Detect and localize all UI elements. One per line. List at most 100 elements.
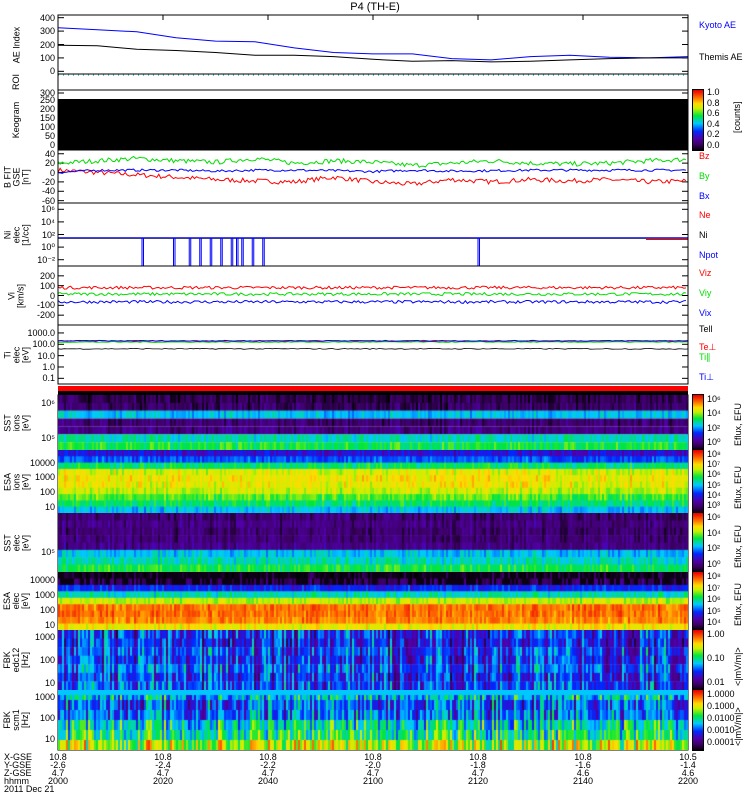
legend-Bx: Bx — [699, 191, 710, 201]
dropout-Npot — [236, 237, 239, 267]
colorbar-tick-fbk_scm1: 0.0100 — [707, 713, 735, 723]
y-tick-label: 100 — [39, 655, 55, 665]
series-Viy — [57, 291, 686, 297]
y-tick-label: 1000 — [34, 692, 55, 702]
legend-Themis AE: Themis AE — [699, 52, 743, 62]
x-tick-label: 10.8 — [469, 752, 487, 762]
y-tick-label: 10 — [44, 502, 55, 512]
dropout-Npot — [230, 237, 234, 267]
spectrogram-fbk_edc12 — [58, 630, 688, 690]
x-tick-label: 2020 — [152, 776, 174, 786]
x-tick-label: 4.7 — [471, 768, 485, 778]
colorbar-tick-esa_e: 10⁶ — [707, 594, 721, 604]
x-tick-label: -1.8 — [470, 760, 486, 770]
colorbar-keogram — [692, 89, 704, 151]
colorbar-esa_e — [692, 571, 704, 631]
y-tick-label: 10⁻² — [37, 254, 55, 265]
colorbar-tick-esa_e: 10⁷ — [707, 582, 721, 593]
colorbar-tick-sst_i: 10⁶ — [707, 394, 721, 404]
series-By — [57, 155, 687, 168]
y-tick-label: 10 — [44, 678, 55, 688]
x-tick-label: 10.8 — [574, 752, 592, 762]
dropout-Npot — [173, 237, 176, 267]
plot-title: P4 (TH-E) — [350, 1, 400, 13]
colorbar-tick-fbk_edc12: 0.01 — [707, 677, 725, 687]
y-tick-label: 250 — [39, 95, 55, 105]
y-tick-label: 10⁰ — [41, 242, 55, 253]
y-tick-label: 100 — [39, 52, 55, 63]
panel-frame-ae — [57, 14, 689, 75]
y-tick-label: 40 — [44, 148, 55, 159]
x-tick-label: -2.2 — [260, 760, 276, 770]
colorbar-esa_i — [692, 449, 704, 514]
y-tick-label: 300 — [39, 26, 55, 37]
x-tick-label: 4.6 — [576, 768, 590, 778]
colorbar-tick-esa_i: 10⁴ — [707, 489, 721, 500]
colorbar-sst_i — [692, 394, 704, 451]
y-tick-label: 0 — [49, 167, 55, 178]
colorbar-tick-sst_e: 10⁰ — [707, 559, 721, 569]
series-Bx — [58, 168, 686, 174]
colorbar-tick-keogram: 0.0 — [707, 139, 720, 150]
y-tick-label: 20 — [44, 158, 55, 169]
x-row-label-hhmm: hhmm — [4, 776, 30, 786]
x-tick-label: 4.7 — [156, 768, 170, 778]
colorbar-sst_e — [692, 512, 704, 573]
colorbar-tick-esa_i: 10³ — [707, 500, 721, 510]
y-tick-label: -20 — [41, 176, 55, 187]
dropout-Npot — [141, 237, 144, 267]
dropout-Npot — [220, 237, 223, 267]
x-tick-label: -2.0 — [365, 760, 381, 770]
dropout-Npot — [251, 237, 255, 267]
y-tick-label: 50 — [44, 131, 55, 141]
legend-Bz: Bz — [699, 151, 710, 161]
y-tick-label: 10⁴ — [41, 216, 55, 227]
colorbar-unit-sst_i: Eflux, EFU — [733, 402, 743, 446]
colorbar-tick-keogram: 0.2 — [707, 129, 720, 139]
y-tick-label: 200 — [39, 104, 55, 114]
colorbar-unit-esa_i: Eflux, EFU — [733, 465, 743, 509]
x-tick-label: -1.4 — [680, 760, 696, 770]
legend-Ti⊥: Ti⊥ — [699, 372, 715, 382]
spectrogram-esa_e — [58, 572, 688, 630]
y-tick-label: -200 — [36, 310, 55, 321]
spectrogram-esa_i — [58, 450, 688, 513]
colorbar-tick-keogram: 1.0 — [707, 87, 720, 97]
dropout-Npot — [209, 237, 213, 267]
y-tick-label: 100 — [39, 280, 55, 291]
y-tick-label: 10 — [44, 620, 55, 630]
legend-Ne: Ne — [699, 210, 711, 220]
colorbar-unit-fbk_scm1: <|mV/m|> — [733, 707, 743, 746]
x-tick-label: 2040 — [257, 776, 279, 786]
y-tick-label: 200 — [39, 270, 55, 281]
legend-Viz: Viz — [699, 268, 712, 278]
red-status-bar — [58, 386, 688, 391]
y-tick-label: 1000 — [34, 590, 55, 600]
x-tick-label: 2140 — [572, 776, 594, 786]
date-label: 2011 Dec 21 — [4, 784, 55, 794]
colorbar-tick-fbk_edc12: 0.10 — [707, 653, 725, 663]
series-Viz — [57, 285, 686, 290]
legend-Tell: Tell — [699, 324, 713, 334]
y-tick-label: 0.1 — [42, 373, 55, 384]
colorbar-tick-esa_e: 10⁸ — [707, 571, 721, 581]
legend-Vix: Vix — [699, 308, 712, 318]
y-tick-label: 10.0 — [37, 350, 55, 361]
series-Bz — [57, 167, 687, 186]
x-tick-label: -1.6 — [575, 760, 591, 770]
series-Vix — [57, 299, 686, 305]
spectrogram-fbk_scm1 — [58, 690, 688, 750]
status-bar-gap — [58, 391, 688, 395]
colorbar-tick-sst_i: 10² — [707, 422, 721, 433]
x-tick-label: 10.8 — [364, 752, 382, 762]
colorbar-tick-keogram: 0.8 — [707, 97, 720, 108]
series-Kyoto AE — [57, 27, 689, 61]
colorbar-tick-esa_i: 10⁸ — [707, 449, 721, 459]
legend-By: By — [699, 171, 710, 181]
x-tick-label: 4.6 — [681, 768, 695, 778]
spectrogram-sst_i — [58, 395, 688, 450]
keogram-image — [58, 99, 688, 150]
x-tick-label: 2200 — [677, 776, 699, 786]
y-tick-label: 100 — [39, 713, 55, 723]
colorbar-tick-esa_i: 10⁷ — [707, 459, 721, 470]
